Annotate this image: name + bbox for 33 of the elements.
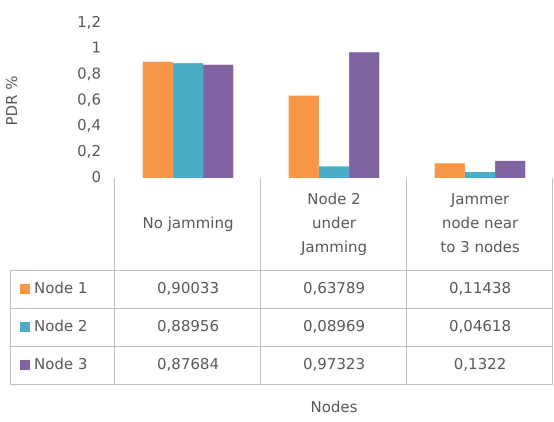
- bar: [203, 64, 234, 178]
- y-tick-label: 0,8: [77, 64, 101, 83]
- data-label: 0,11438: [448, 278, 512, 297]
- bar: [318, 166, 350, 178]
- data-label: 0,97323: [302, 354, 366, 373]
- text: Nodes: [310, 398, 358, 416]
- bar: [142, 62, 173, 178]
- data-label: 0,63789: [302, 278, 366, 297]
- bar: [464, 172, 496, 178]
- legend-label: Node 3: [34, 354, 88, 373]
- y-tick-label: 1,2: [77, 12, 101, 31]
- data-label: 0,90033: [156, 278, 220, 297]
- data-label: 0,88956: [156, 316, 220, 335]
- bar: [434, 163, 465, 178]
- data-label: 0,87684: [156, 354, 220, 373]
- legend-label: Node 1: [34, 278, 88, 297]
- data-label: 0,08969: [302, 316, 366, 335]
- y-tick-label: 0,2: [77, 142, 101, 160]
- x-tick-label: Node 2 under Jamming: [300, 190, 368, 256]
- data-label: 0,1322: [454, 354, 506, 373]
- x-tick-label: Jammer node near to 3 nodes: [440, 190, 520, 256]
- y-tick-label: 1: [91, 38, 101, 57]
- bar: [349, 52, 380, 178]
- bar: [495, 160, 526, 178]
- y-tick-label: 0,4: [77, 116, 101, 134]
- y-tick-label: 0: [91, 168, 101, 186]
- y-axis-title: PDR %: [2, 75, 21, 126]
- x-tick-label: No jamming: [142, 214, 234, 232]
- bar: [172, 63, 204, 178]
- y-tick-label: 0,6: [77, 90, 101, 108]
- bar: [288, 96, 319, 178]
- data-label: 0,04618: [448, 316, 512, 335]
- legend-label: Node 2: [34, 316, 88, 335]
